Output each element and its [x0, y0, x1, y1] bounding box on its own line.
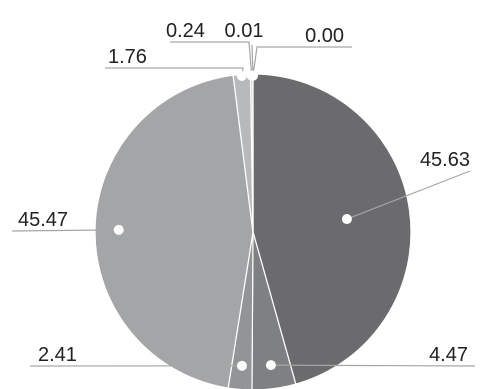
data-label-2: 2.41 [38, 344, 77, 366]
data-label-4: 1.76 [108, 46, 147, 68]
leader-line-0 [346, 170, 471, 220]
data-label-1: 4.47 [429, 344, 468, 366]
pie-slices [94, 73, 412, 389]
data-label-3: 45.47 [18, 209, 68, 231]
leader-line-4 [105, 67, 244, 77]
leader-dot-7 [248, 70, 258, 81]
data-label-7: 0.00 [305, 25, 344, 47]
leader-dot-0 [341, 214, 352, 225]
leader-line-7 [252, 46, 352, 76]
leader-line-1 [270, 364, 476, 367]
leader-dot-4 [236, 70, 247, 81]
pie-leader-lines [11, 41, 476, 371]
pie-data-labels: 45.63 4.47 2.41 45.47 1.76 0.24 0.01 0.00 [18, 20, 470, 366]
data-label-0: 45.63 [420, 149, 470, 171]
leader-dot-1 [265, 360, 276, 371]
data-label-6: 0.01 [225, 20, 264, 42]
leader-line-5 [170, 41, 253, 76]
leader-line-3 [11, 229, 119, 232]
leader-dot-3 [113, 224, 124, 235]
leader-line-6 [251, 44, 254, 76]
data-label-5: 0.24 [166, 20, 205, 42]
pie-slice-0 [252, 73, 412, 385]
leader-dot-2 [236, 360, 247, 371]
pie-slice-3 [94, 74, 254, 389]
